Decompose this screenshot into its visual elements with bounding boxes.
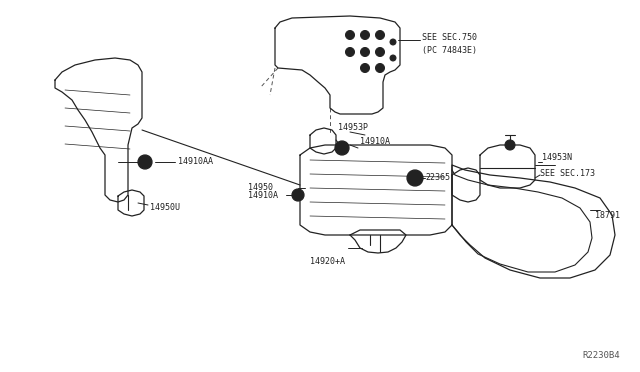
Polygon shape <box>452 168 480 202</box>
Circle shape <box>376 31 385 39</box>
Text: SEE SEC.750: SEE SEC.750 <box>422 33 477 42</box>
Text: R2230B4: R2230B4 <box>582 350 620 359</box>
Text: 22365: 22365 <box>425 173 450 183</box>
Circle shape <box>505 140 515 150</box>
Polygon shape <box>300 145 452 235</box>
Circle shape <box>390 55 396 61</box>
Text: 14910AA: 14910AA <box>178 157 213 167</box>
Circle shape <box>390 39 396 45</box>
Circle shape <box>376 64 385 73</box>
Circle shape <box>292 189 304 201</box>
Text: 14950U: 14950U <box>150 202 180 212</box>
Polygon shape <box>452 165 615 278</box>
Circle shape <box>360 64 369 73</box>
Text: 14910A: 14910A <box>248 190 278 199</box>
Text: 14953N: 14953N <box>542 154 572 163</box>
Circle shape <box>138 155 152 169</box>
Circle shape <box>142 159 148 165</box>
Polygon shape <box>310 128 336 154</box>
Circle shape <box>339 145 345 151</box>
Text: 18791: 18791 <box>595 211 620 219</box>
Polygon shape <box>275 16 400 114</box>
Text: 14910A: 14910A <box>360 138 390 147</box>
Circle shape <box>346 48 355 57</box>
Polygon shape <box>350 230 406 253</box>
Circle shape <box>412 174 419 182</box>
Polygon shape <box>55 58 142 202</box>
Circle shape <box>407 170 423 186</box>
Text: 14920+A: 14920+A <box>310 257 345 266</box>
Text: SEE SEC.173: SEE SEC.173 <box>540 169 595 177</box>
Text: 14953P: 14953P <box>338 122 368 131</box>
Circle shape <box>376 48 385 57</box>
Polygon shape <box>118 190 144 216</box>
Text: (PC 74843E): (PC 74843E) <box>422 45 477 55</box>
Text: 14950: 14950 <box>248 183 273 192</box>
Circle shape <box>360 31 369 39</box>
Polygon shape <box>480 145 535 188</box>
Circle shape <box>346 31 355 39</box>
Circle shape <box>360 48 369 57</box>
Circle shape <box>296 192 301 198</box>
Circle shape <box>335 141 349 155</box>
